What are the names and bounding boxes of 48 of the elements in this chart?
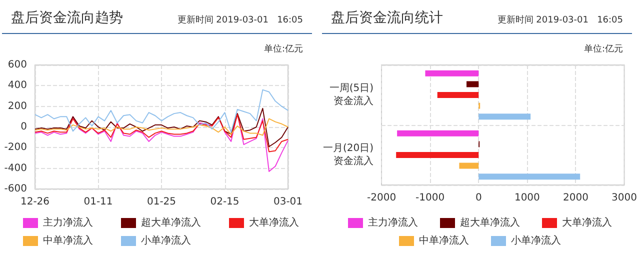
chart-subtitle: 更新时间 2019-03-01 16:05 — [177, 14, 304, 26]
x-tick-label: -2000 — [366, 192, 396, 204]
x-tick-label: 2000 — [563, 192, 588, 204]
text: 单位:亿元 — [264, 44, 304, 54]
legend-label: 主力净流入 — [43, 216, 93, 228]
legend-label: 中单净流入 — [419, 234, 469, 246]
bar — [397, 130, 479, 136]
bar — [459, 162, 479, 169]
y-tick-label: 600 — [8, 60, 27, 70]
line-series — [34, 114, 288, 152]
y-tick-label: -200 — [4, 142, 27, 154]
bar — [466, 81, 479, 88]
bar — [396, 152, 479, 158]
y-tick-label: 一周(5日) 资金流入 — [329, 83, 374, 107]
legend-label: 超大单净流入 — [141, 216, 201, 228]
legend-label: 超大单净流入 — [460, 216, 520, 228]
chart-subtitle: 更新时间 2019-03-01 16:05 — [497, 14, 624, 26]
legend-label: 中单净流入 — [43, 234, 93, 246]
chart-title: 盘后资金流向统计 — [331, 10, 443, 26]
chart-title: 盘后资金流向趋势 — [11, 10, 123, 26]
y-tick-label: 200 — [8, 100, 27, 112]
bar — [425, 70, 479, 76]
y-tick-label: -600 — [4, 184, 27, 194]
legend-label: 小单净流入 — [141, 234, 191, 246]
x-tick-label: 02-15 — [210, 196, 240, 208]
line-series — [34, 118, 288, 136]
x-tick-label: 01-25 — [146, 196, 176, 208]
line-series — [34, 108, 288, 148]
bar — [437, 92, 479, 98]
x-tick-label: 12-26 — [20, 196, 50, 208]
legend-label: 大单净流入 — [562, 216, 612, 228]
legend-label: 小单净流入 — [511, 234, 561, 246]
y-tick-label: 0 — [20, 122, 27, 132]
y-tick-label: 一月(20日) 资金流入 — [322, 143, 374, 167]
bar — [478, 114, 531, 120]
x-tick-label: -1000 — [416, 192, 445, 204]
y-tick-label: 400 — [8, 80, 27, 92]
x-tick-label: 0 — [475, 192, 482, 204]
y-tick-label: -400 — [4, 162, 27, 174]
x-tick-label: 01-11 — [84, 196, 113, 208]
legend-label: 大单净流入 — [249, 216, 299, 228]
x-tick-label: 3000 — [612, 192, 637, 204]
bar — [478, 174, 580, 180]
text: 单位:亿元 — [584, 44, 624, 54]
x-tick-label: 1000 — [514, 192, 540, 204]
x-tick-label: 03-01 — [273, 196, 303, 208]
legend-label: 主力净流入 — [368, 216, 418, 228]
line-series — [34, 89, 288, 133]
